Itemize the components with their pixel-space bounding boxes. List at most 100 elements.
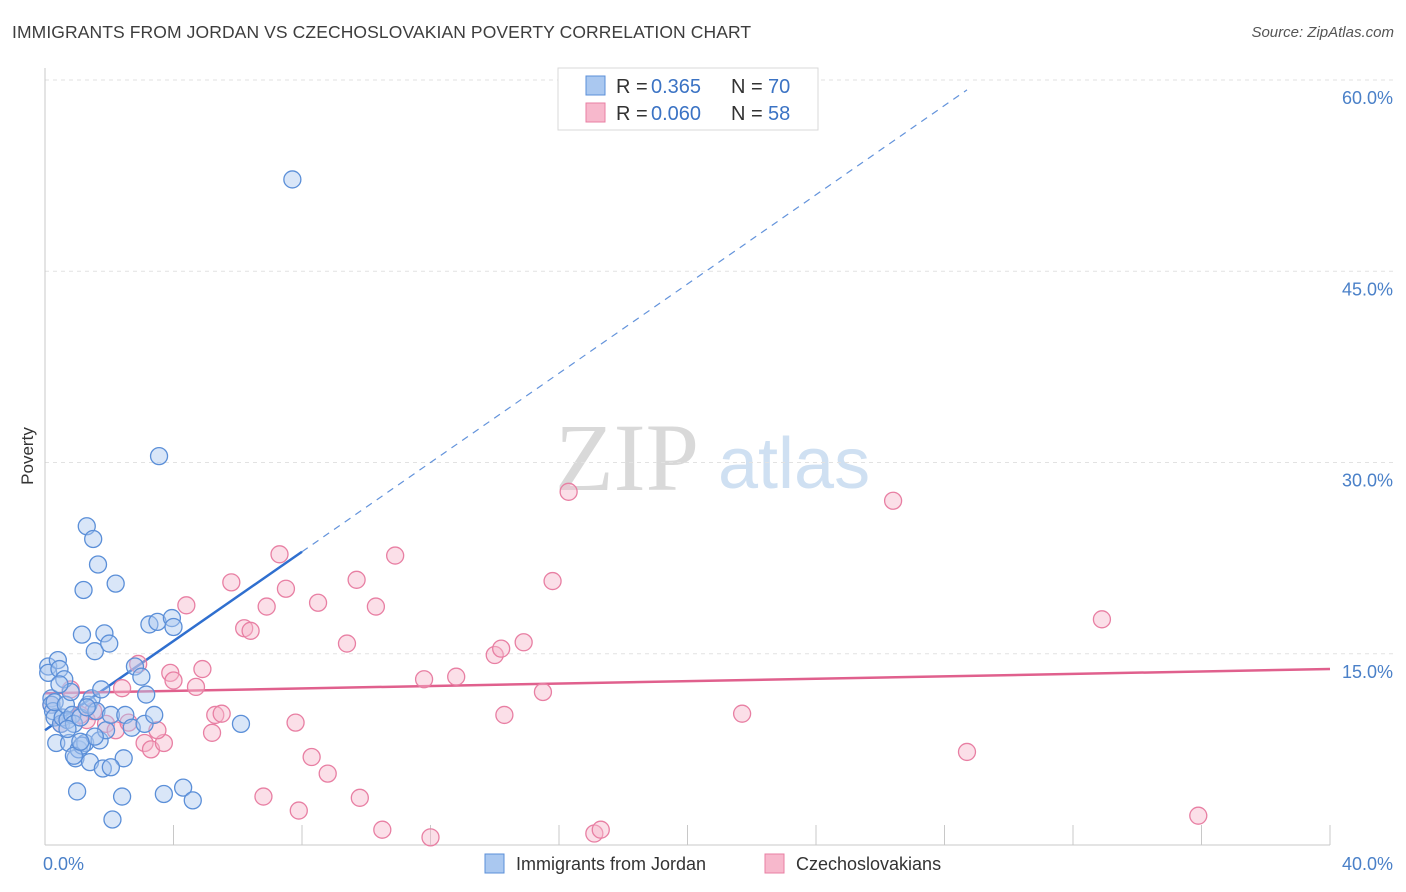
data-point xyxy=(92,680,111,699)
data-point xyxy=(254,787,273,806)
data-point xyxy=(257,597,276,616)
data-point xyxy=(350,788,369,807)
data-point xyxy=(74,580,93,600)
data-point xyxy=(447,667,466,686)
data-point xyxy=(132,667,151,686)
y-tick-label: 30.0% xyxy=(1342,471,1393,491)
legend-r-value-1: 0.365 xyxy=(651,76,701,98)
series-czechoslovakians xyxy=(42,482,1208,847)
data-point xyxy=(47,733,66,753)
data-point xyxy=(101,758,121,777)
data-point xyxy=(289,801,308,820)
series-immigrants-from-jordan xyxy=(39,170,302,829)
x-tick-labels: 0.0% 40.0% xyxy=(43,854,1393,874)
legend-r-label-2: R = xyxy=(616,103,648,125)
grid-lines xyxy=(45,79,1395,655)
bottom-legend-swatch-blue xyxy=(484,853,505,874)
legend-r-label-1: R = xyxy=(616,76,648,98)
data-point xyxy=(308,593,328,612)
y-tick-labels: 15.0% 30.0% 45.0% 60.0% xyxy=(1342,88,1393,682)
data-point xyxy=(337,634,357,653)
data-point xyxy=(495,705,514,725)
legend-swatch-pink xyxy=(585,102,606,123)
data-point xyxy=(212,704,231,723)
data-point xyxy=(149,446,169,466)
trend-line-jordan-extension xyxy=(301,89,968,553)
legend-n-value-1: 70 xyxy=(768,76,790,98)
data-point xyxy=(1189,806,1208,825)
data-point xyxy=(183,791,202,810)
data-point xyxy=(283,170,302,189)
data-point xyxy=(421,828,440,847)
data-point xyxy=(318,764,337,783)
legend-swatch-blue xyxy=(585,75,606,96)
data-point xyxy=(164,617,183,637)
data-point xyxy=(386,546,405,565)
data-point xyxy=(533,682,553,702)
x-tick-label: 40.0% xyxy=(1342,854,1393,874)
data-point xyxy=(100,634,119,653)
data-point xyxy=(414,670,434,689)
data-point xyxy=(241,621,260,640)
data-point xyxy=(514,633,533,652)
data-point xyxy=(302,747,321,767)
data-point xyxy=(85,642,104,661)
data-point xyxy=(543,571,562,591)
data-point xyxy=(193,659,212,679)
y-tick-label: 60.0% xyxy=(1342,88,1393,108)
data-point xyxy=(231,714,251,734)
x-tick-label: 0.0% xyxy=(43,854,84,874)
trend-line-czechoslovakians xyxy=(44,667,1331,695)
data-point xyxy=(222,573,241,592)
data-point xyxy=(957,742,977,762)
data-point xyxy=(96,714,116,734)
data-point xyxy=(67,782,87,801)
y-axis-title: Poverty xyxy=(18,427,37,485)
legend-n-label-2: N = xyxy=(731,103,763,125)
data-point xyxy=(206,705,225,725)
trend-line-jordan xyxy=(44,550,303,732)
data-point xyxy=(173,778,193,797)
data-point xyxy=(276,579,296,598)
data-point xyxy=(125,657,145,676)
data-point xyxy=(591,820,610,839)
data-point xyxy=(347,570,366,589)
data-point xyxy=(112,679,132,698)
bottom-legend-label-1: Immigrants from Jordan xyxy=(516,854,706,874)
legend-n-label-1: N = xyxy=(731,76,763,98)
watermark-zip: ZIP xyxy=(555,404,699,511)
data-point xyxy=(114,749,133,768)
legend-r-value-2: 0.060 xyxy=(651,103,701,125)
data-point xyxy=(164,671,183,690)
y-tick-label: 45.0% xyxy=(1342,279,1393,299)
data-point xyxy=(883,491,903,510)
data-point xyxy=(186,677,206,697)
data-point xyxy=(45,693,64,712)
data-point xyxy=(137,685,156,704)
data-point xyxy=(366,597,386,616)
series-legend: Immigrants from Jordan Czechoslovakians xyxy=(484,853,941,874)
data-point xyxy=(559,482,578,501)
data-point xyxy=(77,698,96,717)
data-point xyxy=(112,787,132,806)
bottom-legend-swatch-pink xyxy=(764,853,785,874)
bottom-legend-label-2: Czechoslovakians xyxy=(796,854,941,874)
data-point xyxy=(270,545,289,564)
data-point xyxy=(39,663,58,683)
data-point xyxy=(373,820,392,839)
source-credit: Source: ZipAtlas.com xyxy=(1251,24,1394,41)
chart-title: IMMIGRANTS FROM JORDAN VS CZECHOSLOVAKIA… xyxy=(12,22,752,42)
data-point xyxy=(154,784,174,804)
data-point xyxy=(177,596,196,615)
data-point xyxy=(145,705,164,725)
data-point xyxy=(103,810,122,829)
data-point xyxy=(50,675,69,694)
data-point xyxy=(58,719,77,739)
data-point xyxy=(732,704,752,723)
data-point xyxy=(492,639,511,658)
data-point xyxy=(39,657,58,676)
data-point xyxy=(85,727,104,746)
data-point xyxy=(106,574,125,593)
data-point xyxy=(71,732,90,751)
